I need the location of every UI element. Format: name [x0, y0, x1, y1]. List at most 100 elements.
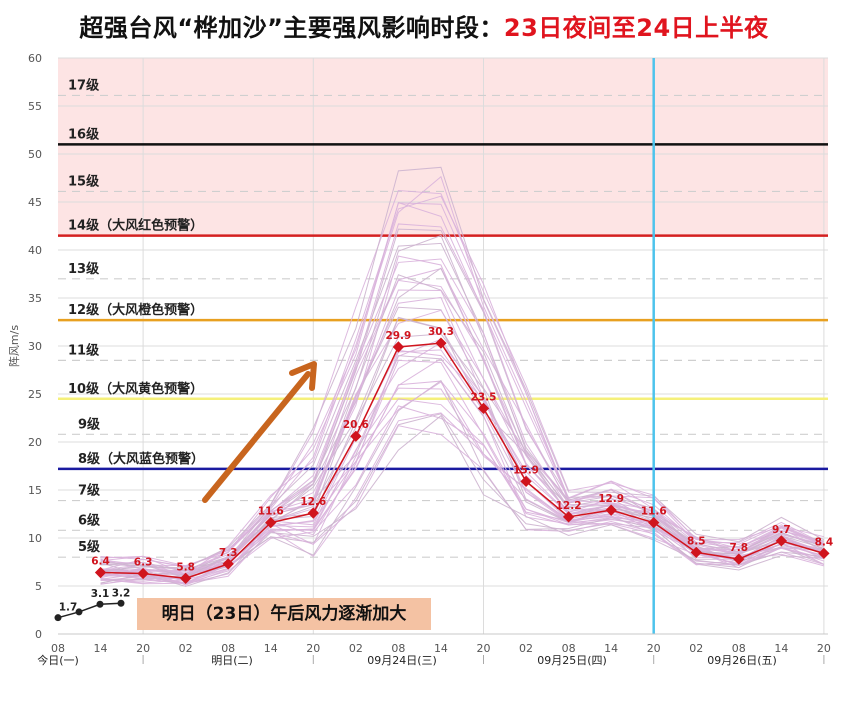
observed-point — [54, 614, 62, 622]
title-main: 超强台风“桦加沙”主要强风影响时段： — [79, 14, 504, 42]
level-label: 10级（大风黄色预警） — [68, 381, 203, 397]
level-label: 9级 — [78, 416, 101, 432]
y-tick-label: 30 — [28, 340, 42, 353]
level-label: 15级 — [68, 173, 100, 189]
forecast-value-label: 15.9 — [513, 464, 539, 476]
trend-arrow — [202, 371, 311, 503]
y-tick-label: 20 — [28, 436, 42, 449]
x-tick-label: 14 — [94, 642, 108, 655]
x-tick-label: 08 — [221, 642, 235, 655]
observed-value-label: 1.7 — [59, 602, 78, 614]
forecast-value-label: 29.9 — [385, 330, 411, 342]
ensemble-line — [100, 338, 825, 577]
ensemble-line — [100, 296, 825, 577]
forecast-value-label: 11.6 — [258, 506, 284, 518]
x-tick-label: 08 — [562, 642, 576, 655]
x-tick-label: 20 — [306, 642, 320, 655]
ensemble-line — [100, 202, 825, 567]
forecast-value-label: 7.3 — [219, 547, 238, 559]
ensemble-line — [100, 258, 825, 574]
forecast-point — [179, 572, 192, 584]
forecast-point — [775, 535, 788, 547]
level-label: 16级 — [68, 126, 100, 142]
y-tick-label: 45 — [28, 196, 42, 209]
ensemble-line — [100, 316, 825, 574]
x-tick-label: 08 — [391, 642, 405, 655]
forecast-point — [605, 504, 617, 516]
forecast-point — [350, 430, 362, 442]
level-label: 17级 — [68, 77, 100, 93]
x-tick-label: 02 — [179, 642, 193, 655]
x-tick-label: 08 — [51, 642, 65, 655]
ensemble-line — [100, 349, 825, 584]
y-tick-label: 60 — [28, 52, 42, 65]
x-tick-label: 02 — [689, 642, 703, 655]
ensemble-line — [100, 412, 825, 585]
annotation-note: 明日（23日）午后风力逐渐加大 — [137, 598, 431, 630]
forecast-point — [520, 475, 532, 488]
forecast-value-label: 8.4 — [815, 536, 834, 548]
observed-point — [75, 608, 83, 616]
forecast-point — [307, 507, 319, 519]
forecast-value-label: 23.5 — [471, 391, 497, 403]
forecast-value-label: 9.7 — [772, 524, 791, 536]
y-tick-label: 0 — [35, 628, 42, 641]
ensemble-line — [100, 379, 825, 584]
forecast-point — [222, 558, 234, 570]
x-tick-label: 20 — [136, 642, 150, 655]
forecast-value-label: 6.4 — [91, 556, 110, 568]
ensemble-line — [100, 255, 825, 576]
level-label: 11级 — [68, 342, 100, 358]
x-tick-label: 14 — [434, 642, 448, 655]
y-tick-label: 10 — [28, 532, 42, 545]
y-tick-label: 25 — [28, 388, 42, 401]
level-label: 5级 — [78, 539, 101, 555]
ensemble-line — [100, 166, 825, 569]
level-label: 14级（大风红色预警） — [68, 218, 203, 234]
x-tick-label: 02 — [519, 642, 533, 655]
ensemble-line — [100, 333, 824, 576]
forecast-value-label: 6.3 — [134, 557, 153, 569]
ensemble-line — [100, 414, 824, 587]
day-label: 09月26日(五) — [707, 654, 777, 667]
x-tick-label: 20 — [817, 642, 831, 655]
y-tick-label: 35 — [28, 292, 42, 305]
forecast-point — [562, 511, 575, 523]
ensemble-line — [100, 189, 825, 567]
observed-value-label: 3.2 — [112, 587, 131, 599]
day-label: 今日(一) — [37, 653, 79, 667]
y-tick-label: 15 — [28, 484, 42, 497]
x-tick-label: 20 — [647, 642, 661, 655]
forecast-value-label: 12.6 — [300, 496, 326, 508]
title-highlight: 23日夜间至24日上半夜 — [503, 14, 769, 42]
forecast-value-label: 30.3 — [428, 326, 454, 338]
observed-point — [117, 599, 125, 607]
ensemble-line — [100, 279, 825, 576]
forecast-value-label: 5.8 — [176, 561, 195, 573]
x-tick-label: 14 — [604, 642, 618, 655]
ensemble-line — [100, 268, 825, 577]
y-tick-label: 5 — [35, 580, 42, 593]
x-tick-label: 14 — [264, 642, 278, 655]
y-axis-title: 阵风m/s — [7, 325, 21, 367]
forecast-point — [733, 553, 745, 565]
forecast-point — [137, 567, 149, 580]
forecast-point — [690, 546, 702, 559]
forecast-value-label: 12.9 — [598, 493, 624, 505]
level-label: 8级（大风蓝色预警） — [78, 451, 204, 467]
forecast-point — [435, 337, 447, 349]
forecast-line — [100, 342, 825, 580]
y-tick-label: 40 — [28, 244, 42, 257]
ensemble-line — [100, 317, 825, 572]
observed-value-label: 3.1 — [91, 588, 110, 600]
observed-point — [96, 600, 104, 608]
forecast-value-label: 20.6 — [343, 419, 369, 431]
forecast-point — [265, 516, 277, 529]
x-tick-label: 20 — [477, 642, 491, 655]
forecast-point — [477, 402, 490, 415]
forecast-point — [818, 547, 830, 560]
day-label: 明日(二) — [211, 654, 253, 667]
x-tick-label: 08 — [732, 642, 746, 655]
day-label: 09月24日(三) — [367, 654, 437, 667]
